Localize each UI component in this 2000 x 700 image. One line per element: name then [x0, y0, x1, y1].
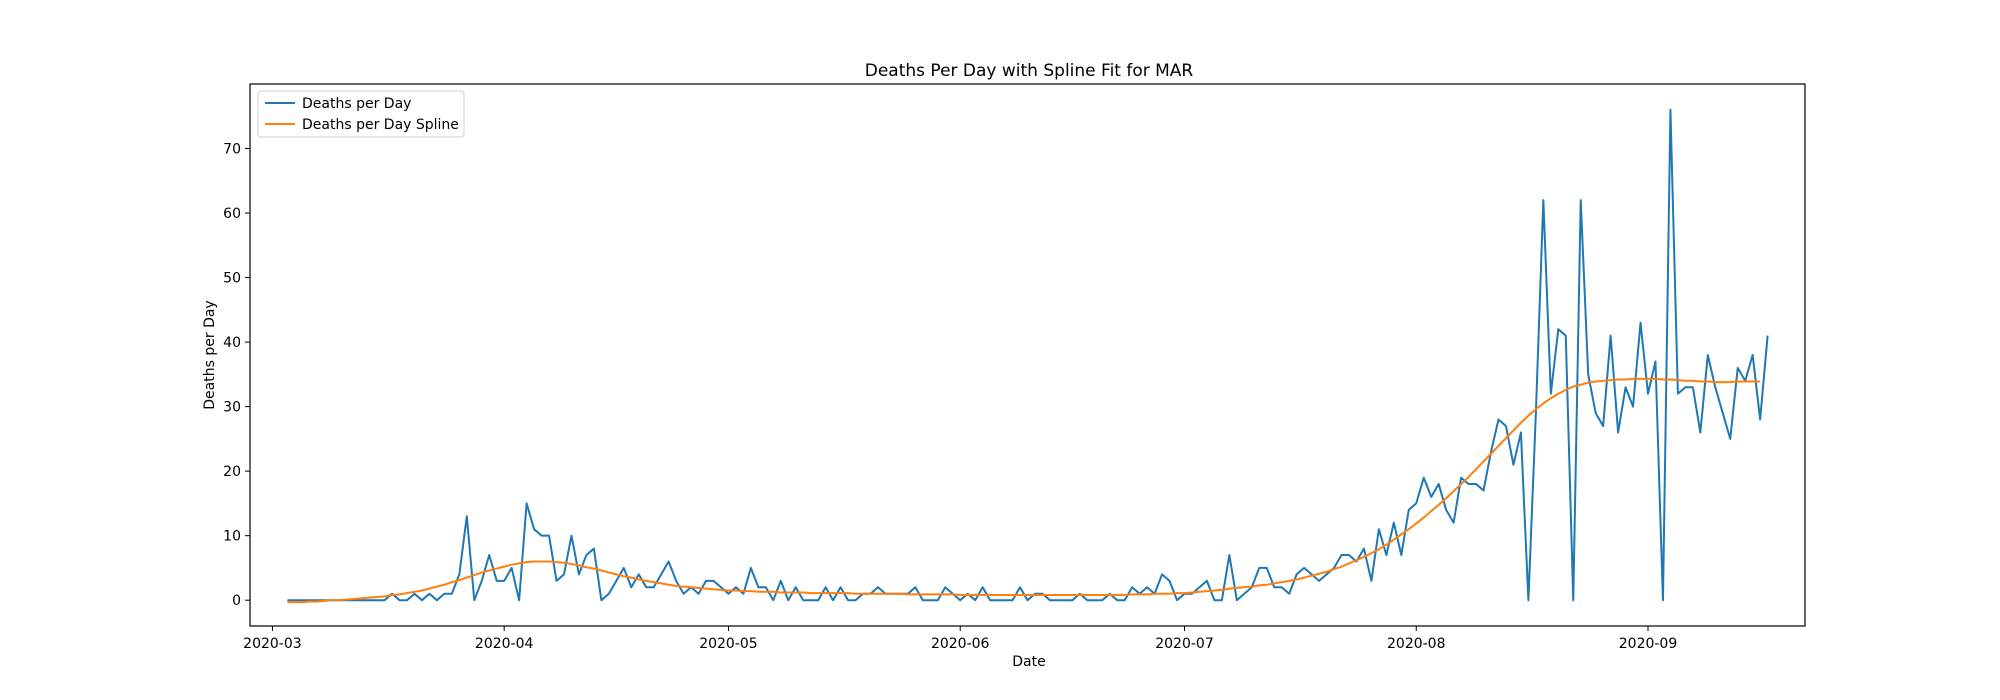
legend-label-deaths-per-day-spline: Deaths per Day Spline	[302, 117, 459, 133]
y-tick-label: 40	[223, 335, 241, 351]
x-axis-label: Date	[1012, 654, 1045, 670]
series-line-deaths-per-day	[287, 108, 1769, 602]
y-tick-label: 0	[232, 593, 241, 609]
x-tick-label: 2020-05	[699, 636, 758, 652]
y-tick-label: 70	[223, 142, 241, 158]
y-tick-label: 10	[223, 529, 241, 545]
x-tick-label: 2020-04	[475, 636, 534, 652]
plot-frame	[249, 83, 1806, 627]
x-tick-label: 2020-08	[1387, 636, 1446, 652]
x-tick-label: 2020-03	[243, 636, 302, 652]
y-tick-label: 20	[223, 464, 241, 480]
y-tick-label: 60	[223, 206, 241, 222]
legend: Deaths per Day Deaths per Day Spline	[257, 90, 465, 138]
chart-title: Deaths Per Day with Spline Fit for MAR	[865, 61, 1194, 81]
y-axis-label: Deaths per Day	[202, 300, 218, 409]
legend-label-deaths-per-day: Deaths per Day	[302, 96, 411, 112]
x-axis: 2020-03 2020-04 2020-05 2020-06 2020-07 2020-…	[243, 626, 1677, 652]
y-axis: 0 10 20 30 40 50 60 70	[223, 142, 250, 609]
y-tick-label: 30	[223, 400, 241, 416]
y-tick-label: 50	[223, 271, 241, 287]
series-line-deaths-per-day-spline	[287, 377, 1761, 604]
x-tick-label: 2020-09	[1619, 636, 1678, 652]
x-tick-label: 2020-06	[931, 636, 990, 652]
legend-box	[257, 90, 465, 138]
x-tick-label: 2020-07	[1155, 636, 1214, 652]
plot-lines	[287, 108, 1769, 604]
